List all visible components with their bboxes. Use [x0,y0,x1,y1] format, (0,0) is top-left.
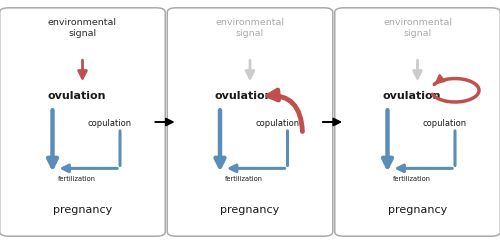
Text: environmental
signal: environmental signal [216,18,284,38]
Text: copulation: copulation [256,119,300,128]
Text: fertilization: fertilization [225,176,263,182]
Text: copulation: copulation [88,119,132,128]
Text: ovulation: ovulation [382,92,441,101]
Text: copulation: copulation [423,119,467,128]
Text: pregnancy: pregnancy [220,205,280,215]
Text: environmental
signal: environmental signal [48,18,117,38]
FancyBboxPatch shape [335,8,500,236]
Text: fertilization: fertilization [58,176,96,182]
Text: ovulation: ovulation [215,92,273,101]
FancyBboxPatch shape [0,8,165,236]
Text: fertilization: fertilization [392,176,430,182]
Text: environmental
signal: environmental signal [383,18,452,38]
FancyBboxPatch shape [167,8,333,236]
Text: pregnancy: pregnancy [388,205,447,215]
Text: pregnancy: pregnancy [53,205,112,215]
Text: ovulation: ovulation [47,92,106,101]
